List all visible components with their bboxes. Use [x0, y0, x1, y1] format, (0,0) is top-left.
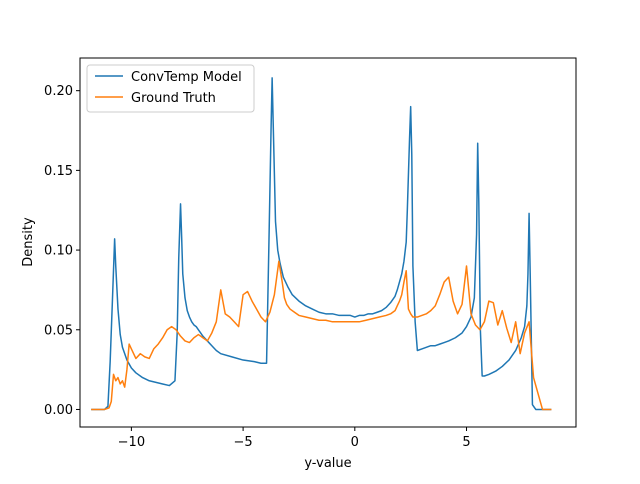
series-layer: [91, 77, 552, 411]
y-axis-label: Density: [21, 217, 36, 267]
series-line-0: [91, 77, 552, 411]
y-tick-label: 0.15: [44, 164, 73, 179]
legend-box: [86, 64, 255, 113]
legend-label-ground-truth: Ground Truth: [131, 91, 216, 106]
legend: ConvTemp Model Ground Truth: [86, 64, 255, 113]
plot-frame: [79, 57, 577, 428]
series-line-1: [91, 260, 552, 411]
x-axis-label: y-value: [304, 456, 351, 471]
y-axis: 0.00 0.05 0.10 0.15 0.20: [44, 84, 80, 418]
x-tick-label: 0: [351, 435, 359, 450]
y-tick-label: 0.00: [44, 403, 73, 418]
x-tick-label: 5: [462, 435, 470, 450]
y-tick-label: 0.05: [44, 323, 73, 338]
x-tick-label: −5: [234, 435, 253, 450]
x-axis: −10 −5 0 5: [118, 427, 471, 450]
y-tick-label: 0.10: [44, 244, 73, 259]
x-tick-label: −10: [118, 435, 145, 450]
y-tick-label: 0.20: [44, 84, 73, 99]
legend-label-convtemp: ConvTemp Model: [131, 70, 242, 85]
